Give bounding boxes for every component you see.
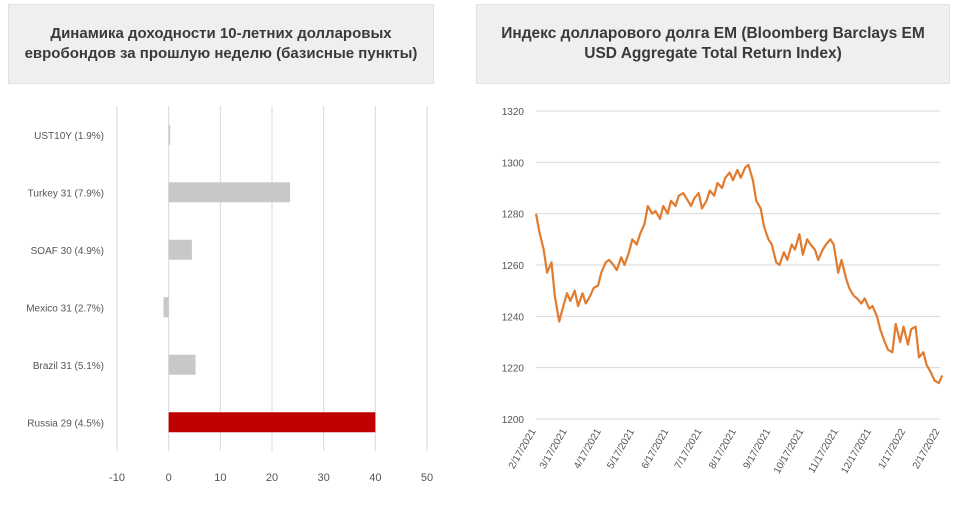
- bar-category-label: UST10Y (1.9%): [34, 131, 104, 142]
- bar-category-label: Turkey 31 (7.9%): [28, 188, 104, 199]
- line-x-tick-label: 6/17/2021: [640, 427, 672, 471]
- line-y-tick-label: 1280: [502, 210, 525, 221]
- line-y-tick-label: 1240: [502, 312, 525, 323]
- line-x-tick-label: 7/17/2021: [673, 427, 705, 471]
- bar-turkey: [168, 182, 291, 203]
- bar-x-tick-label: 10: [214, 472, 226, 484]
- bar-mexico: [163, 297, 169, 318]
- line-chart-svg: 1200 1220 1240 1260 1280 1300 1320 2/17/2021 3/1…: [502, 107, 944, 476]
- line-x-tick-label: 4/17/2021: [572, 427, 604, 471]
- line-x-tick-label: 11/17/2021: [807, 427, 841, 476]
- line-x-tick-label: 10/17/2021: [772, 427, 807, 476]
- bar-x-tick-label: 40: [369, 472, 381, 484]
- line-x-tick-label: 3/17/2021: [538, 427, 570, 471]
- line-x-tick-label: 12/17/2021: [839, 427, 874, 476]
- line-y-tick-label: 1220: [502, 364, 525, 375]
- bar-soaf: [168, 239, 192, 260]
- bar-category-label: Mexico 31 (2.7%): [26, 303, 104, 314]
- bar-category-label: Russia 29 (4.5%): [27, 418, 104, 429]
- left-chart-title: Динамика доходности 10-летних долларовых…: [8, 4, 434, 84]
- bar-x-tick-label: 30: [318, 472, 330, 484]
- bar-brazil: [168, 354, 196, 375]
- line-chart-area: 1200 1220 1240 1260 1280 1300 1320 2/17/2021 3/1…: [466, 96, 960, 502]
- bar-category-label: SOAF 30 (4.9%): [31, 246, 104, 257]
- bar-x-tick-label: -10: [109, 472, 125, 484]
- line-y-tick-label: 1320: [502, 107, 525, 118]
- left-chart-panel: Динамика доходности 10-летних долларовых…: [0, 0, 440, 502]
- line-x-tick-label: 5/17/2021: [605, 427, 637, 471]
- bar-x-tick-label: 50: [421, 472, 433, 484]
- bar-ust10y: [168, 124, 171, 145]
- index-series-line: [534, 163, 944, 385]
- bar-chart-area: -10 0 10 20 30 40 50 UST10Y (1.9%) Turkey 31 (7.…: [0, 96, 440, 502]
- line-x-tick-label: 9/17/2021: [741, 427, 773, 471]
- bar-category-label: Brazil 31 (5.1%): [33, 361, 104, 372]
- bar-x-tick-label: 0: [166, 472, 172, 484]
- line-x-tick-label: 2/17/2022: [911, 427, 943, 471]
- panel-divider: [449, 0, 457, 502]
- right-chart-title: Индекс долларового долга EM (Bloomberg B…: [476, 4, 950, 84]
- right-chart-panel: Индекс долларового долга EM (Bloomberg B…: [466, 0, 960, 502]
- line-x-tick-label: 8/17/2021: [707, 427, 739, 471]
- bar-chart-svg: -10 0 10 20 30 40 50 UST10Y (1.9%) Turkey 31 (7.…: [26, 106, 433, 484]
- line-y-tick-label: 1260: [502, 261, 525, 272]
- line-x-tick-label: 2/17/2021: [507, 427, 539, 471]
- line-y-tick-label: 1300: [502, 158, 525, 169]
- bar-x-tick-label: 20: [266, 472, 278, 484]
- line-y-tick-label: 1200: [502, 415, 525, 426]
- bar-russia: [168, 412, 376, 433]
- line-x-tick-label: 1/17/2022: [877, 427, 909, 471]
